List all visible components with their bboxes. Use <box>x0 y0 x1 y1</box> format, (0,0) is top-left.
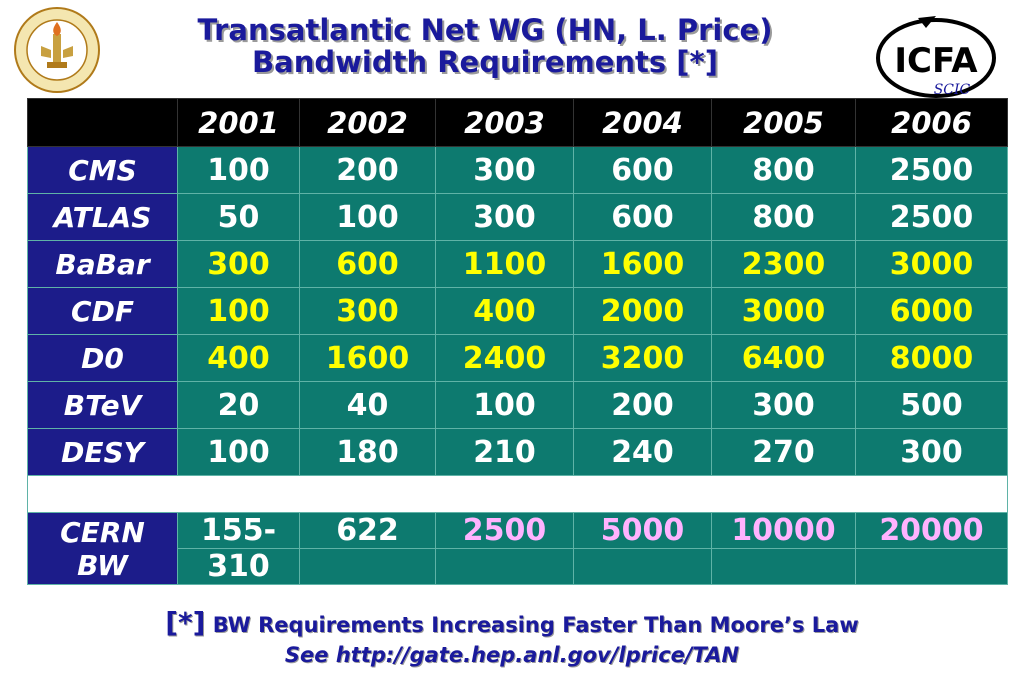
header-corner <box>27 98 178 147</box>
table-cell <box>711 548 856 585</box>
table-cell: 600 <box>299 240 436 288</box>
caltech-seal-logo <box>14 7 100 93</box>
table-cell <box>855 548 1008 585</box>
title-line-2: Bandwidth Requirements [*] <box>252 45 718 79</box>
row-label: BTeV <box>27 381 178 429</box>
table-row: BTeV 20 40 100 200 300 500 <box>27 381 1008 429</box>
cern-row-label: CERN BW <box>27 512 178 585</box>
table-row: ATLAS 50 100 300 600 800 2500 <box>27 193 1008 241</box>
table-cell: 210 <box>435 428 574 476</box>
table-cell: 2500 <box>435 512 574 549</box>
year-header: 2003 <box>435 98 574 147</box>
cern-row: CERN BW 155- 622 2500 5000 10000 20000 <box>27 512 1008 585</box>
year-header: 2005 <box>711 98 856 147</box>
cern-label-line-2: BW <box>77 548 128 582</box>
table-cell: 800 <box>711 193 856 241</box>
table-cell: 300 <box>711 381 856 429</box>
table-cell: 240 <box>573 428 712 476</box>
table-cell: 400 <box>177 334 300 382</box>
table-row: DESY 100 180 210 240 270 300 <box>27 428 1008 476</box>
table-cell: 2000 <box>573 287 712 335</box>
table-cell: 100 <box>435 381 574 429</box>
table-cell: 1100 <box>435 240 574 288</box>
table-cell: 20 <box>177 381 300 429</box>
table-cell: 300 <box>299 287 436 335</box>
year-header: 2006 <box>855 98 1008 147</box>
table-cell: 310 <box>177 548 300 585</box>
table-cell <box>299 548 436 585</box>
table-cell: 400 <box>435 287 574 335</box>
table-row: CMS 100 200 300 600 800 2500 <box>27 146 1008 194</box>
table-cell: 2300 <box>711 240 856 288</box>
separator-cell <box>27 475 1008 513</box>
table-cell: 200 <box>573 381 712 429</box>
icfa-logo-subtext: SCIC <box>934 82 971 98</box>
year-header: 2004 <box>573 98 712 147</box>
footnote-text: BW Requirements Increasing Faster Than M… <box>212 613 859 637</box>
year-header: 2001 <box>177 98 300 147</box>
table-cell: 50 <box>177 193 300 241</box>
separator-row <box>27 475 1008 513</box>
table-cell: 10000 <box>711 512 856 549</box>
row-label: D0 <box>27 334 178 382</box>
icfa-logo-text: ICFA <box>894 41 978 81</box>
table-cell: 6000 <box>855 287 1008 335</box>
table-cell: 20000 <box>855 512 1008 549</box>
row-label: CMS <box>27 146 178 194</box>
slide-title: Transatlantic Net WG (HN, L. Price) Band… <box>100 14 870 78</box>
table-row: BaBar 300 600 1100 1600 2300 3000 <box>27 240 1008 288</box>
table-cell: 5000 <box>573 512 712 549</box>
table-cell: 600 <box>573 146 712 194</box>
row-label: ATLAS <box>27 193 178 241</box>
row-label: BaBar <box>27 240 178 288</box>
row-label: CDF <box>27 287 178 335</box>
table-cell: 40 <box>299 381 436 429</box>
title-line-1: Transatlantic Net WG (HN, L. Price) <box>197 13 773 47</box>
table-cell: 3200 <box>573 334 712 382</box>
row-label: DESY <box>27 428 178 476</box>
table-cell: 600 <box>573 193 712 241</box>
icfa-arrow-icon: ICFA SCIC <box>876 16 996 98</box>
footnote-marker: [*] <box>165 606 206 639</box>
footnote: [*] BW Requirements Increasing Faster Th… <box>0 606 1024 639</box>
table-cell: 2500 <box>855 146 1008 194</box>
table-cell: 1600 <box>573 240 712 288</box>
table-cell: 300 <box>855 428 1008 476</box>
table-cell: 622 <box>299 512 436 549</box>
table-cell: 1600 <box>299 334 436 382</box>
bandwidth-table: 2001 2002 2003 2004 2005 2006 CMS 100 20… <box>27 98 1008 585</box>
source-link[interactable]: See http://gate.hep.anl.gov/lprice/TAN <box>284 643 740 667</box>
table-cell: 3000 <box>855 240 1008 288</box>
year-header: 2002 <box>299 98 436 147</box>
table-cell: 180 <box>299 428 436 476</box>
table-cell: 2500 <box>855 193 1008 241</box>
table-cell: 3000 <box>711 287 856 335</box>
table-cell: 800 <box>711 146 856 194</box>
table-row: CDF 100 300 400 2000 3000 6000 <box>27 287 1008 335</box>
table-cell: 100 <box>299 193 436 241</box>
table-cell: 200 <box>299 146 436 194</box>
table-cell: 300 <box>435 146 574 194</box>
table-cell: 100 <box>177 146 300 194</box>
table-cell <box>573 548 712 585</box>
table-cell: 270 <box>711 428 856 476</box>
table-cell: 300 <box>435 193 574 241</box>
table-row: D0 400 1600 2400 3200 6400 8000 <box>27 334 1008 382</box>
cern-row-continued: 310 <box>28 548 1008 585</box>
table-cell: 2400 <box>435 334 574 382</box>
year-header-row: 2001 2002 2003 2004 2005 2006 <box>27 98 1008 147</box>
table-cell: 6400 <box>711 334 856 382</box>
table-cell: 100 <box>177 287 300 335</box>
table-cell: 100 <box>177 428 300 476</box>
table-cell: 155- <box>177 512 300 549</box>
icfa-logo: ICFA SCIC <box>870 8 1010 100</box>
table-cell: 500 <box>855 381 1008 429</box>
table-cell: 8000 <box>855 334 1008 382</box>
cern-label-line-1: CERN <box>60 515 145 549</box>
table-cell <box>435 548 574 585</box>
table-cell: 300 <box>177 240 300 288</box>
